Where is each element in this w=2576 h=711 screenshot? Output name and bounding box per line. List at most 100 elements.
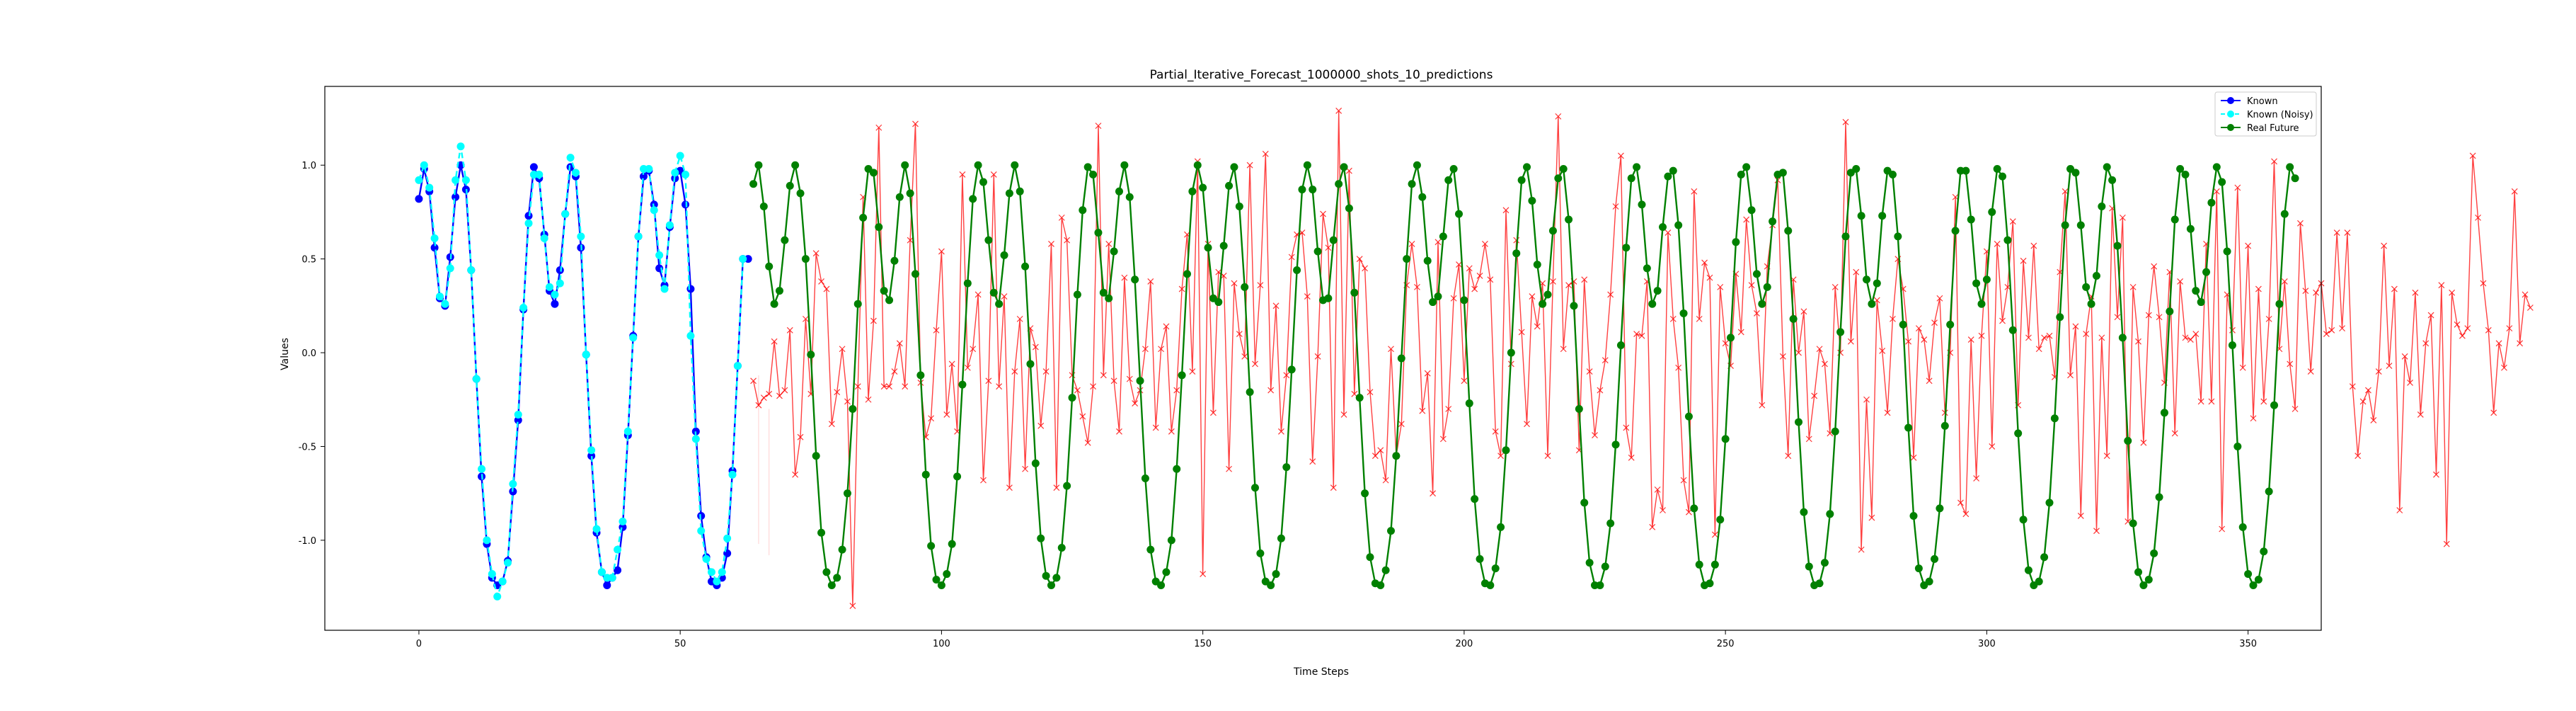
real-future-marker [807, 351, 815, 359]
legend: Known Known (Noisy) Real Future [2214, 91, 2317, 137]
real-future-marker [958, 380, 967, 389]
prediction-marker [2135, 338, 2141, 345]
real-future-marker [1293, 266, 1301, 275]
known-noisy-marker [483, 536, 491, 545]
real-future-marker [1653, 287, 1662, 295]
prediction-marker [2526, 305, 2534, 311]
real-future-marker [1225, 181, 1234, 190]
prediction-marker [1534, 323, 1541, 330]
prediction-marker [2171, 430, 2178, 437]
real-future-marker [786, 181, 794, 190]
real-future-marker [1993, 165, 2001, 174]
real-future-marker [2260, 547, 2268, 556]
prediction-marker [2365, 387, 2371, 394]
real-future-marker [1136, 377, 1144, 385]
prediction-marker [2490, 409, 2497, 416]
real-future-marker [1455, 210, 1464, 218]
real-future-marker [1183, 270, 1191, 278]
known-noisy-marker [634, 232, 643, 241]
prediction-marker [1618, 152, 1624, 159]
real-future-marker [1795, 418, 1803, 426]
prediction-marker [1367, 389, 1374, 396]
real-future-marker [1167, 536, 1175, 545]
prediction-marker [1607, 291, 1614, 298]
known-noisy-marker [650, 206, 658, 215]
real-future-marker [1031, 459, 1040, 467]
prediction-marker [959, 171, 966, 178]
prediction-marker [1466, 265, 1473, 272]
prediction-marker [1999, 317, 2006, 324]
known-noisy-marker [676, 152, 684, 160]
prediction-marker [1006, 484, 1013, 491]
prediction-marker [1121, 274, 1128, 281]
y-tick-label: 0.0 [301, 348, 316, 359]
prediction-marker [2177, 278, 2184, 285]
real-future-marker [2019, 516, 2028, 524]
real-future-marker [1272, 570, 1280, 579]
real-future-marker [1873, 279, 1881, 288]
real-future-marker [1241, 283, 1249, 291]
prediction-marker [776, 392, 783, 399]
real-future-marker [2113, 241, 2122, 250]
real-future-marker [1507, 348, 1515, 357]
known-noisy-marker [608, 574, 616, 582]
y-axis-label: Values [280, 338, 291, 370]
real-future-marker [1439, 232, 1447, 241]
real-future-marker [963, 279, 972, 288]
real-future-marker [1622, 244, 1631, 252]
prediction-marker [2009, 218, 2016, 225]
real-future-marker [1413, 161, 1421, 169]
prediction-marker [1487, 276, 1494, 283]
known-noisy-marker [535, 170, 544, 178]
real-future-marker [2056, 313, 2064, 322]
prediction-marker [2323, 331, 2330, 337]
real-future-marker [859, 213, 868, 222]
real-future-marker [901, 161, 909, 169]
y-tick-label: 0.5 [301, 255, 316, 266]
real-future-marker [1611, 440, 1620, 449]
prediction-marker [1717, 283, 1724, 290]
prediction-marker [1267, 387, 1275, 394]
known-marker [697, 511, 706, 520]
prediction-marker [2454, 321, 2461, 328]
prediction-marker [1518, 329, 1525, 336]
real-future-marker [1235, 202, 1243, 210]
known-noisy-marker [420, 161, 428, 169]
real-future-marker [1397, 354, 1405, 363]
prediction-marker [844, 398, 851, 405]
prediction-marker [2213, 188, 2220, 195]
real-future-marker [838, 545, 846, 554]
real-future-marker [1727, 334, 1735, 342]
real-future-marker [1408, 180, 1416, 188]
x-tick-label: 150 [1194, 639, 1212, 649]
prediction-marker [781, 387, 788, 394]
real-future-marker [1131, 275, 1139, 284]
prediction-marker [1936, 295, 1943, 302]
real-future-marker [1068, 394, 1076, 402]
real-future-marker [989, 288, 998, 297]
known-noisy-marker [461, 176, 470, 184]
prediction-marker [1168, 428, 1175, 435]
known-marker [529, 163, 538, 171]
legend-label: Known [2247, 96, 2278, 107]
real-future-marker [1894, 232, 1902, 241]
prediction-marker [2459, 332, 2466, 339]
real-future-marker [916, 371, 925, 380]
real-future-marker [1094, 229, 1103, 237]
real-future-marker [1863, 275, 1871, 284]
real-future-marker [1690, 504, 1698, 513]
real-future-marker [1664, 172, 1672, 181]
real-future-marker [2280, 210, 2289, 218]
real-future-marker [827, 581, 836, 589]
real-future-marker [1157, 581, 1166, 589]
real-future-marker [1366, 553, 1374, 562]
real-future-marker [749, 180, 758, 188]
prediction-marker [2407, 380, 2413, 386]
real-future-marker [1716, 516, 1725, 524]
prediction-marker [1100, 372, 1107, 379]
prediction-marker [1785, 453, 1792, 460]
real-future-marker [2244, 570, 2253, 579]
known-noisy-marker [671, 169, 679, 177]
prediction-marker [1492, 428, 1499, 435]
real-future-marker [2186, 224, 2195, 233]
